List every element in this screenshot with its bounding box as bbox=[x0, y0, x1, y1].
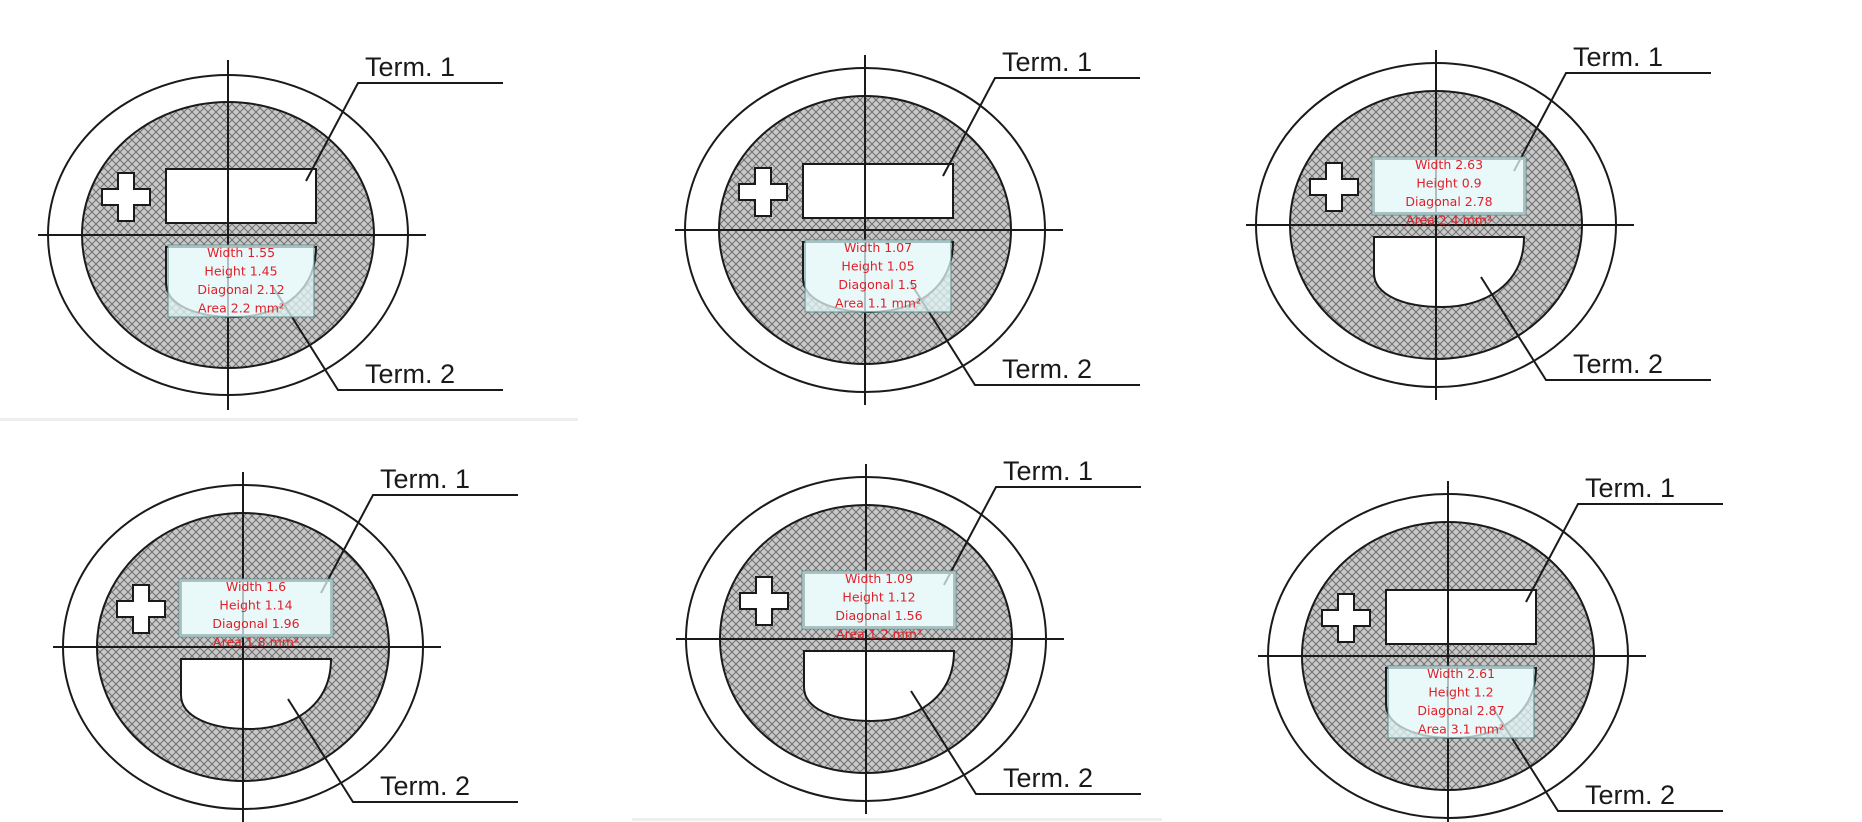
plus-icon bbox=[116, 584, 166, 634]
term2-label: Term. 2 bbox=[1585, 780, 1675, 810]
measurement-height: Height 1.2 bbox=[1428, 685, 1493, 700]
term1-label: Term. 1 bbox=[1003, 456, 1093, 486]
term2-leader-line bbox=[287, 698, 518, 803]
term1-leader-line bbox=[942, 77, 1140, 177]
lower-terminal-window bbox=[180, 658, 333, 731]
term1-label: Term. 1 bbox=[365, 52, 455, 82]
measurement-area: Area 2.4 mm² bbox=[1406, 213, 1492, 228]
upper-terminal-window bbox=[165, 168, 317, 224]
plus-icon bbox=[739, 576, 789, 626]
terminal-panel: Term. 1 Term. 2 Width 1.09 Height 1.12 Diago… bbox=[676, 456, 1141, 814]
measurement-height: Height 0.9 bbox=[1416, 176, 1481, 191]
panel-separator bbox=[632, 818, 1162, 821]
term2-leader-line bbox=[1492, 707, 1723, 812]
term2-leader-line bbox=[909, 281, 1140, 386]
panel-separator bbox=[0, 418, 578, 421]
terminal-panel: Term. 1 Term. 2 Width 1.55 Height 1.45 Diago… bbox=[38, 52, 503, 410]
term1-label: Term. 1 bbox=[380, 464, 470, 494]
measurement-width: Width 2.63 bbox=[1415, 157, 1483, 172]
measurement-width: Width 1.09 bbox=[845, 571, 913, 586]
measurement-width: Width 1.6 bbox=[226, 579, 286, 594]
upper-terminal-window bbox=[802, 163, 954, 219]
measurement-area: Area 1.8 mm² bbox=[213, 635, 299, 650]
term2-label: Term. 2 bbox=[1573, 349, 1663, 379]
measurement-box bbox=[801, 570, 957, 630]
measurement-diagonal: Diagonal 1.5 bbox=[838, 277, 917, 292]
measurement-width: Width 1.07 bbox=[844, 240, 912, 255]
measurement-width: Width 2.61 bbox=[1427, 666, 1495, 681]
measurement-height: Height 1.45 bbox=[204, 264, 277, 279]
term2-leader-line bbox=[910, 690, 1141, 795]
terminal-panel: Term. 1 Term. 2 Width 1.6 Height 1.14 Diagon… bbox=[53, 464, 518, 822]
measurement-width: Width 1.55 bbox=[207, 245, 275, 260]
measurement-area: Area 2.2 mm² bbox=[198, 301, 284, 316]
term2-label: Term. 2 bbox=[1003, 763, 1093, 793]
term2-leader-line bbox=[1480, 276, 1711, 381]
measurement-box bbox=[167, 244, 315, 318]
measurement-box bbox=[1387, 665, 1535, 739]
terminal-panel: Term. 1 Term. 2 Width 2.61 Height 1.2 Diagon… bbox=[1258, 473, 1723, 822]
term2-leader-line bbox=[272, 286, 503, 391]
measurement-area: Area 3.1 mm² bbox=[1418, 722, 1504, 737]
measurement-area: Area 1.1 mm² bbox=[835, 296, 921, 311]
measurement-box bbox=[178, 578, 334, 638]
plus-icon bbox=[1309, 162, 1359, 212]
lower-terminal-window bbox=[1373, 236, 1526, 309]
lower-terminal-window bbox=[803, 650, 956, 723]
measurement-height: Height 1.12 bbox=[842, 590, 915, 605]
term2-label: Term. 2 bbox=[365, 359, 455, 389]
term2-label: Term. 2 bbox=[380, 771, 470, 801]
measurement-diagonal: Diagonal 2.12 bbox=[197, 282, 284, 297]
term1-label: Term. 1 bbox=[1002, 47, 1092, 77]
measurement-height: Height 1.14 bbox=[219, 598, 292, 613]
upper-terminal-window bbox=[1385, 589, 1537, 645]
plus-icon bbox=[101, 172, 151, 222]
measurement-diagonal: Diagonal 2.78 bbox=[1405, 194, 1492, 209]
term1-leader-line bbox=[1525, 503, 1723, 603]
measurement-diagonal: Diagonal 1.96 bbox=[212, 616, 299, 631]
term2-label: Term. 2 bbox=[1002, 354, 1092, 384]
measurement-height: Height 1.05 bbox=[841, 259, 914, 274]
plus-icon bbox=[738, 167, 788, 217]
term1-leader-line bbox=[1513, 72, 1711, 172]
terminal-panel: Term. 1 Term. 2 Width 1.07 Height 1.05 Diago… bbox=[675, 47, 1140, 405]
term1-leader-line bbox=[305, 82, 503, 182]
term1-label: Term. 1 bbox=[1573, 42, 1663, 72]
measurement-diagonal: Diagonal 2.87 bbox=[1417, 703, 1504, 718]
terminal-panel: Term. 1 Term. 2 Width 2.63 Height 0.9 Diagon… bbox=[1246, 42, 1711, 400]
measurement-box bbox=[804, 239, 952, 313]
measurement-box bbox=[1371, 156, 1527, 216]
term1-leader-line bbox=[943, 486, 1141, 586]
term1-label: Term. 1 bbox=[1585, 473, 1675, 503]
measurement-diagonal: Diagonal 1.56 bbox=[835, 608, 922, 623]
measurement-area: Area 1.2 mm² bbox=[836, 627, 922, 642]
plus-icon bbox=[1321, 593, 1371, 643]
term1-leader-line bbox=[320, 494, 518, 594]
